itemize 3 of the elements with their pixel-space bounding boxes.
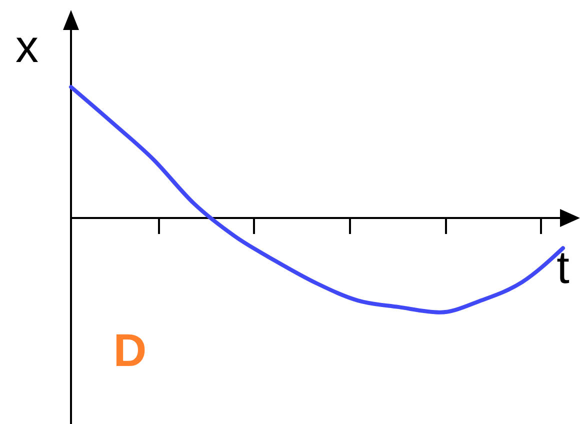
- y-axis-title: x: [16, 20, 38, 72]
- text: D: [113, 324, 147, 376]
- x-axis-title: t: [556, 241, 570, 293]
